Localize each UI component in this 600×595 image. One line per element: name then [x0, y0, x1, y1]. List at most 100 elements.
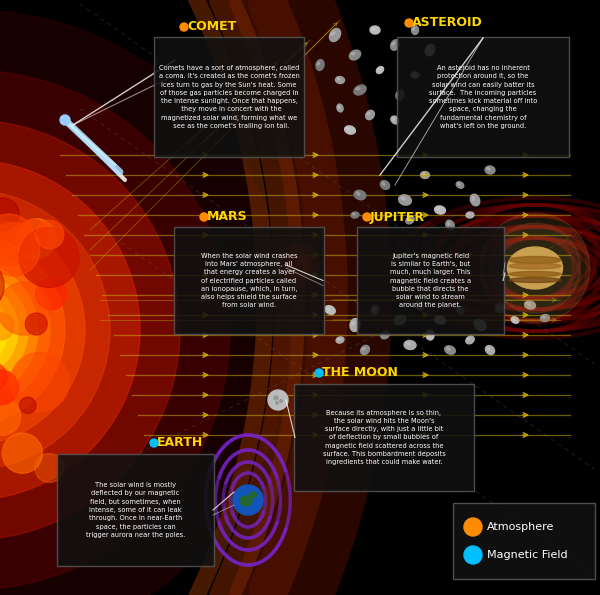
- Ellipse shape: [467, 338, 470, 340]
- Circle shape: [0, 250, 50, 410]
- Ellipse shape: [337, 104, 343, 112]
- Ellipse shape: [396, 90, 404, 100]
- Ellipse shape: [456, 181, 464, 188]
- FancyBboxPatch shape: [294, 384, 474, 491]
- Ellipse shape: [406, 216, 414, 224]
- Ellipse shape: [394, 315, 406, 325]
- Circle shape: [36, 278, 67, 309]
- Ellipse shape: [344, 126, 355, 134]
- Ellipse shape: [367, 112, 370, 115]
- Ellipse shape: [458, 183, 460, 185]
- Ellipse shape: [434, 316, 445, 324]
- Ellipse shape: [446, 220, 454, 230]
- Circle shape: [0, 362, 7, 392]
- Ellipse shape: [425, 44, 435, 56]
- Ellipse shape: [337, 78, 340, 80]
- Text: Jupiter's magnetic field
is similar to Earth's, but
much, much larger. This
magn: Jupiter's magnetic field is similar to E…: [390, 253, 471, 308]
- Circle shape: [0, 282, 18, 378]
- Text: Magnetic Field: Magnetic Field: [487, 550, 568, 560]
- Ellipse shape: [336, 337, 344, 343]
- Ellipse shape: [382, 333, 385, 335]
- Text: Because its atmosphere is so thin,
the solar wind hits the Moon's
surface direct: Because its atmosphere is so thin, the s…: [323, 410, 445, 465]
- Ellipse shape: [376, 67, 383, 73]
- Ellipse shape: [422, 173, 425, 175]
- Ellipse shape: [370, 26, 380, 34]
- Circle shape: [0, 223, 40, 276]
- Ellipse shape: [377, 68, 380, 70]
- Text: Comets have a sort of atmosphere, called
a coma. It's created as the comet's fro: Comets have a sort of atmosphere, called…: [158, 65, 299, 129]
- Circle shape: [25, 313, 47, 335]
- Circle shape: [16, 219, 56, 259]
- Circle shape: [0, 262, 38, 398]
- Ellipse shape: [467, 213, 470, 215]
- Circle shape: [0, 292, 8, 368]
- Ellipse shape: [416, 300, 424, 310]
- Ellipse shape: [325, 306, 335, 314]
- Circle shape: [19, 227, 79, 287]
- Circle shape: [0, 258, 4, 314]
- FancyBboxPatch shape: [357, 227, 504, 334]
- Circle shape: [363, 213, 371, 221]
- Ellipse shape: [354, 85, 366, 95]
- Ellipse shape: [331, 32, 335, 35]
- Circle shape: [0, 282, 50, 335]
- FancyBboxPatch shape: [57, 454, 214, 566]
- Ellipse shape: [448, 222, 449, 226]
- Circle shape: [276, 243, 320, 287]
- Ellipse shape: [474, 320, 486, 330]
- Circle shape: [0, 370, 19, 405]
- FancyBboxPatch shape: [174, 227, 324, 334]
- Text: Atmosphere: Atmosphere: [487, 522, 554, 532]
- Ellipse shape: [356, 192, 360, 195]
- Ellipse shape: [509, 271, 561, 277]
- Ellipse shape: [250, 492, 257, 498]
- FancyBboxPatch shape: [154, 37, 304, 157]
- Ellipse shape: [351, 212, 359, 218]
- Ellipse shape: [487, 168, 490, 170]
- Circle shape: [0, 190, 110, 470]
- Text: An asteroid has no inherent
protection around it, so the
solar wind can easily b: An asteroid has no inherent protection a…: [429, 65, 537, 129]
- Ellipse shape: [437, 318, 440, 320]
- Circle shape: [0, 215, 85, 445]
- Text: When the solar wind crashes
into Mars' atmosphere, all
that energy creates a lay: When the solar wind crashes into Mars' a…: [200, 253, 298, 308]
- Ellipse shape: [337, 339, 340, 340]
- Ellipse shape: [412, 26, 419, 35]
- Text: The solar wind is mostly
deflected by our magnetic
field, but sometimes, when
in: The solar wind is mostly deflected by ou…: [86, 483, 185, 538]
- Ellipse shape: [541, 315, 550, 321]
- Ellipse shape: [411, 72, 419, 78]
- Circle shape: [464, 546, 482, 564]
- Ellipse shape: [413, 27, 415, 30]
- Circle shape: [490, 223, 580, 313]
- Ellipse shape: [472, 196, 475, 201]
- Circle shape: [150, 439, 158, 447]
- Ellipse shape: [371, 306, 379, 314]
- Ellipse shape: [350, 318, 360, 331]
- Ellipse shape: [352, 214, 355, 215]
- Circle shape: [0, 160, 140, 500]
- Circle shape: [0, 313, 14, 340]
- Ellipse shape: [352, 321, 355, 325]
- Circle shape: [0, 10, 290, 595]
- Ellipse shape: [382, 182, 385, 186]
- Ellipse shape: [412, 73, 415, 75]
- Circle shape: [480, 213, 590, 323]
- Ellipse shape: [396, 318, 400, 320]
- Ellipse shape: [338, 106, 340, 108]
- Ellipse shape: [380, 181, 389, 189]
- FancyBboxPatch shape: [453, 503, 595, 579]
- Ellipse shape: [434, 206, 445, 214]
- Circle shape: [274, 396, 278, 400]
- Circle shape: [10, 353, 70, 412]
- FancyBboxPatch shape: [397, 37, 569, 157]
- Ellipse shape: [456, 306, 464, 314]
- Circle shape: [276, 402, 278, 404]
- Circle shape: [20, 397, 36, 414]
- Ellipse shape: [404, 340, 416, 349]
- Ellipse shape: [542, 316, 545, 318]
- Text: THE MOON: THE MOON: [322, 367, 398, 380]
- Ellipse shape: [497, 305, 500, 308]
- Ellipse shape: [437, 208, 440, 210]
- Ellipse shape: [356, 87, 361, 90]
- Circle shape: [299, 265, 303, 269]
- Ellipse shape: [445, 346, 455, 354]
